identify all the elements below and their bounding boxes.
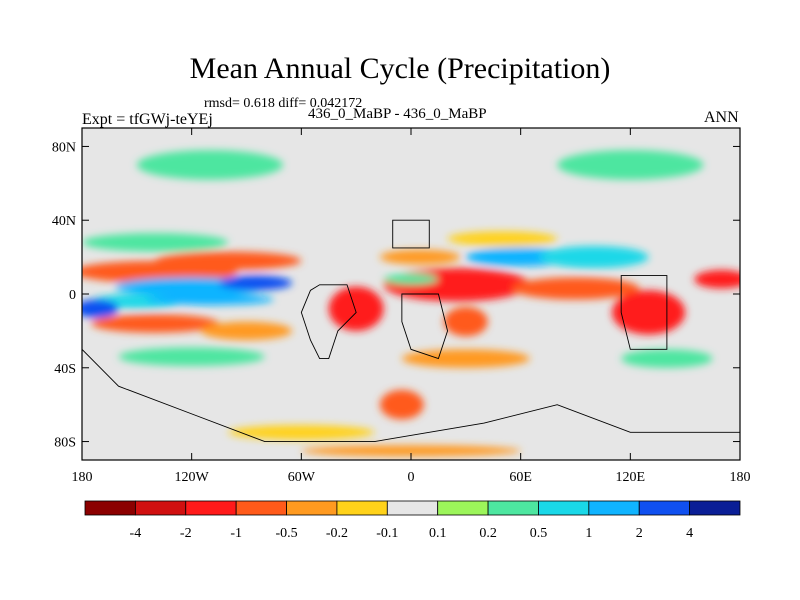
- colorbar-swatch-0: [84, 500, 136, 516]
- colorbar-label-1: -2: [180, 526, 192, 541]
- y-tick-label-4: 80S: [54, 436, 76, 451]
- anomaly-region-20: [383, 273, 439, 285]
- outline-africa: [401, 293, 449, 360]
- anomaly-region-24: [621, 349, 713, 368]
- colorbar-swatch-3: [235, 500, 287, 516]
- colorbar-swatch-11: [638, 500, 691, 516]
- anomaly-region-1: [155, 251, 302, 271]
- x-tick-label-3: 0: [408, 470, 415, 485]
- y-tick-label-2: 0: [69, 288, 76, 303]
- x-tick-label-4: 60E: [509, 470, 532, 485]
- colorbar-label-9: 1: [585, 526, 592, 541]
- anomaly-region-12: [383, 268, 530, 302]
- colorbar-label-5: -0.1: [376, 526, 398, 541]
- chart-title: Mean Annual Cycle (Precipitation): [189, 52, 611, 85]
- colorbar-label-2: -1: [230, 526, 242, 541]
- anomaly-region-8: [200, 321, 293, 341]
- outline-south-america: [300, 284, 357, 360]
- anomaly-region-27: [228, 424, 375, 440]
- case-label: 436_0_MaBP - 436_0_MaBP: [308, 106, 487, 122]
- colorbar-label-11: 4: [686, 526, 693, 541]
- x-tick-label-1: 120W: [175, 470, 210, 485]
- colorbar-swatch-8: [487, 500, 539, 516]
- colorbar-swatch-4: [286, 500, 338, 516]
- anomaly-region-23: [379, 389, 424, 420]
- x-tick-label-0: 180: [72, 470, 93, 485]
- experiment-label: Expt = tfGWj-teYEj: [82, 111, 213, 128]
- anomaly-region-18: [538, 246, 649, 269]
- anomaly-region-5: [145, 294, 274, 306]
- y-tick-label-1: 40N: [52, 214, 76, 229]
- anomaly-region-21: [447, 231, 558, 247]
- anomaly-region-3: [219, 275, 293, 291]
- colorbar-label-7: 0.2: [479, 526, 497, 541]
- anomaly-region-15: [612, 290, 686, 335]
- anomaly-region-13: [443, 306, 488, 337]
- colorbar-swatch-6: [386, 500, 439, 516]
- anomaly-region-10: [118, 347, 265, 366]
- anomaly-region-9: [82, 233, 229, 252]
- anomaly-region-7: [91, 314, 220, 333]
- anomaly-region-14: [511, 277, 640, 300]
- colorbar-swatch-2: [185, 500, 237, 516]
- colorbar-label-4: -0.2: [326, 526, 348, 541]
- x-tick-label-5: 120E: [616, 470, 646, 485]
- anomaly-region-11: [328, 286, 384, 331]
- colorbar-swatch-10: [588, 500, 640, 516]
- anomaly-region-16: [694, 270, 740, 289]
- anomaly-region-28: [301, 445, 521, 457]
- colorbar-swatch-12: [689, 500, 741, 516]
- y-tick-label-3: 40S: [54, 362, 76, 377]
- colorbar-swatch-9: [538, 500, 590, 516]
- anomaly-region-6: [82, 299, 119, 318]
- anomaly-region-19: [379, 249, 461, 265]
- colorbar-label-3: -0.5: [275, 526, 297, 541]
- x-tick-label-6: 180: [730, 470, 751, 485]
- colorbar-label-10: 2: [636, 526, 643, 541]
- colorbar-label-8: 0.5: [530, 526, 548, 541]
- anomaly-region-22: [401, 349, 530, 368]
- anomaly-region-25: [136, 150, 284, 180]
- precip-map: [82, 128, 740, 460]
- colorbar-label-6: 0.1: [429, 526, 447, 541]
- y-tick-label-0: 80N: [52, 140, 76, 155]
- colorbar-swatch-5: [336, 500, 388, 516]
- outline-maritime-continent: [620, 275, 668, 350]
- outline-north-box: [392, 219, 430, 249]
- colorbar-swatch-1: [134, 500, 187, 516]
- x-tick-label-2: 60W: [288, 470, 316, 485]
- stats-line: rmsd= 0.618 diff= 0.042172: [204, 96, 363, 111]
- colorbar-swatch-7: [437, 500, 489, 516]
- colorbar: -4 -2 -1 -0.5 -0.2 -0.1 0.1 0.2 0.5 1 2 4: [84, 500, 741, 541]
- colorbar-label-0: -4: [130, 526, 142, 541]
- anomaly-region-26: [557, 150, 704, 180]
- season-label: ANN: [704, 109, 739, 126]
- outline-antarctic-edge: [82, 349, 740, 443]
